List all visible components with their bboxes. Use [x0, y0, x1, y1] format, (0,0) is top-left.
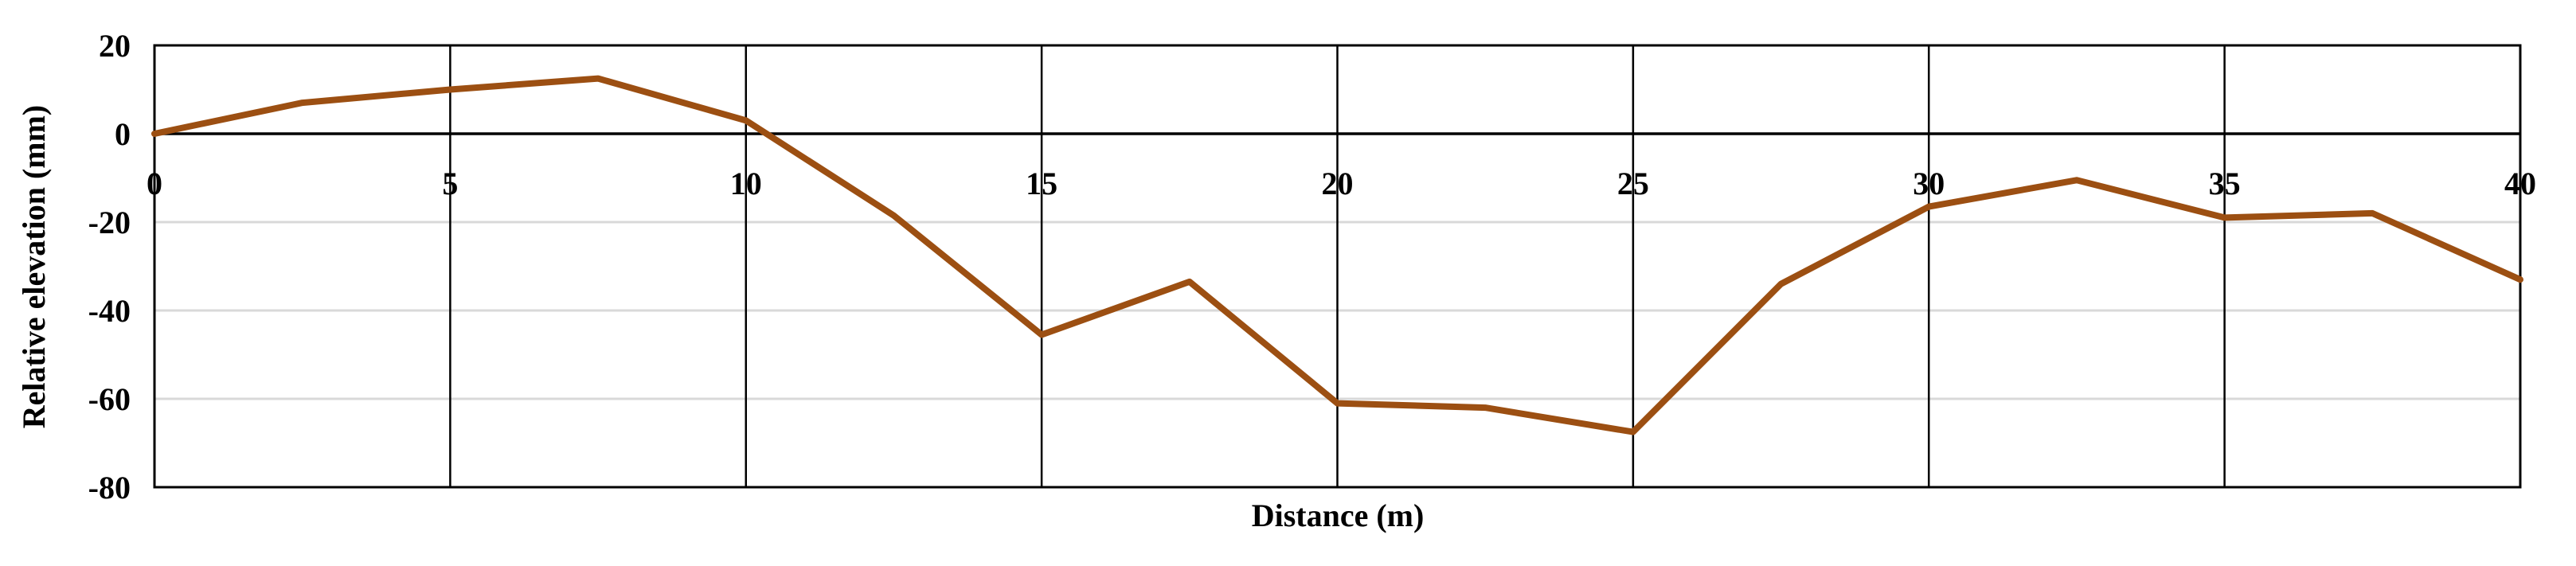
- data-point: [448, 88, 452, 92]
- data-point: [2519, 278, 2522, 282]
- x-tick-label: 40: [2504, 166, 2536, 201]
- axis-layer: [153, 44, 2522, 489]
- data-point: [2074, 178, 2078, 182]
- data-point: [596, 76, 600, 80]
- data-point: [2222, 216, 2226, 220]
- y-tick-label: -80: [88, 470, 131, 505]
- x-tick-label: 35: [2209, 166, 2241, 201]
- x-tick-label: 30: [1913, 166, 1945, 201]
- y-tick-label: -60: [88, 381, 131, 417]
- data-point: [2371, 211, 2375, 215]
- data-point: [1927, 205, 1931, 209]
- x-tick-label: 15: [1026, 166, 1057, 201]
- data-point: [153, 132, 156, 135]
- data-point: [1187, 279, 1191, 283]
- x-axis-title: Distance (m): [1252, 498, 1425, 533]
- data-point: [1335, 401, 1339, 405]
- data-point: [1779, 282, 1783, 286]
- y-tick-label: 20: [99, 28, 131, 64]
- data-point: [744, 119, 748, 123]
- data-point: [1040, 333, 1044, 337]
- grid-layer: [154, 45, 2520, 487]
- y-tick-label: -20: [88, 205, 131, 240]
- y-axis-title: Relative elevation (mm): [16, 105, 52, 429]
- x-tick-label: 5: [442, 166, 458, 201]
- y-tick-label: -40: [88, 293, 131, 329]
- x-tick-label: 25: [1617, 166, 1649, 201]
- plot-frame: [153, 44, 2522, 489]
- label-layer: 20 0 -20 -40 -60 -80 0 5 10 15 20 25 30 35 40: [88, 28, 2536, 505]
- data-point: [892, 213, 896, 217]
- x-tick-label: 20: [1322, 166, 1354, 201]
- x-tick-label: 0: [147, 166, 162, 201]
- data-point: [1631, 430, 1635, 434]
- y-tick-label: 0: [115, 116, 131, 152]
- data-point: [1483, 406, 1487, 410]
- x-tick-label: 10: [730, 166, 762, 201]
- data-point: [300, 101, 304, 105]
- series-layer: [151, 75, 2523, 435]
